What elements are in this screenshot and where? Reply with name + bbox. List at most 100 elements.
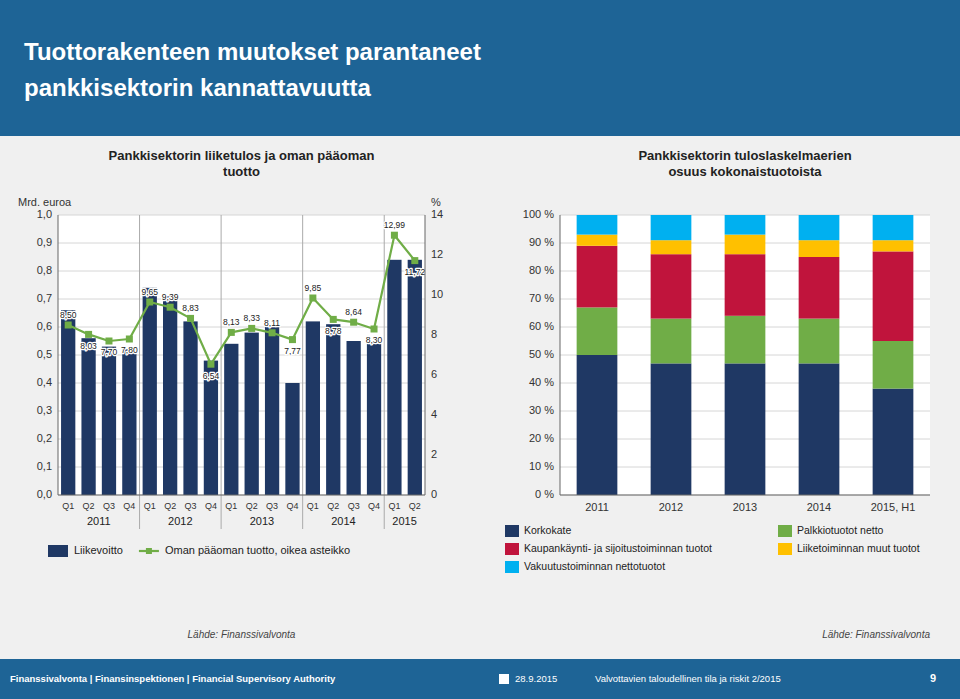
- grid-line: [58, 243, 425, 244]
- legend-swatch: [778, 543, 792, 555]
- legend-swatch: [505, 543, 519, 555]
- tick-label: 60 %: [529, 320, 554, 332]
- data-label: 8,64: [345, 307, 362, 317]
- axis-label: %: [431, 196, 441, 208]
- grid-line: [58, 299, 425, 300]
- bar-segment: [799, 363, 840, 495]
- page: Tuottorakenteen muutokset parantaneetpan…: [0, 0, 960, 699]
- data-label: 11,72: [404, 267, 425, 277]
- tick-label: 6: [431, 368, 437, 380]
- source: Lähde: Finanssivalvonta: [188, 629, 296, 640]
- bar-segment: [577, 215, 618, 235]
- group-label: 2013: [250, 515, 274, 527]
- bar-segment: [873, 389, 914, 495]
- tick-label: 0,5: [37, 348, 52, 360]
- footer-square: [499, 674, 509, 684]
- bar-segment: [799, 240, 840, 257]
- data-labels: 8,508,037,707,809,659,398,836,548,138,33…: [60, 220, 425, 380]
- tick-label: Q1: [144, 501, 156, 511]
- legend-label: Liiketoiminnan muut tuotot: [797, 542, 920, 554]
- bar: [224, 344, 238, 495]
- marker: [330, 316, 337, 323]
- header-band: [0, 0, 960, 136]
- legend-label: Palkkiotuotot netto: [797, 524, 884, 536]
- text-line: pankkisektorin kannattavuutta: [24, 74, 371, 101]
- data-label: 8,50: [60, 310, 77, 320]
- marker: [187, 315, 194, 322]
- data-label: 8,30: [366, 335, 383, 345]
- marker: [269, 329, 276, 336]
- tick-label: 0,0: [37, 488, 52, 500]
- legend-label: Korkokate: [524, 524, 571, 536]
- tick-label: Q2: [409, 501, 421, 511]
- line: [68, 235, 415, 364]
- grid-line: [58, 215, 425, 216]
- group-separator: [384, 215, 385, 529]
- tick-label: Q1: [225, 501, 237, 511]
- tick-label: Q3: [266, 501, 278, 511]
- grid-line: [58, 271, 425, 272]
- tick-label: 10 %: [529, 460, 554, 472]
- legend-label: Oman pääoman tuotto, oikea asteikko: [165, 544, 350, 556]
- marker: [126, 336, 133, 343]
- tick-label: Q3: [185, 501, 197, 511]
- group-label: 2011: [87, 515, 111, 527]
- bar: [265, 327, 279, 495]
- marker: [207, 361, 214, 368]
- data-label: 7,80: [121, 345, 138, 355]
- bar-segment: [725, 254, 766, 316]
- footer-text: Valvottavien taloudellinen tila ja riski…: [595, 673, 781, 684]
- bar: [245, 333, 259, 495]
- bar: [367, 344, 381, 495]
- tick-label: 10: [431, 288, 443, 300]
- marker: [85, 331, 92, 338]
- plot-marks: [61, 232, 422, 495]
- tick-label: 12: [431, 248, 443, 260]
- tick-label: 0: [431, 488, 437, 500]
- tick-label: Q4: [205, 501, 217, 511]
- tick-label: 0,4: [37, 376, 52, 388]
- data-label: 8,78: [325, 326, 342, 336]
- text-line: Pankkisektorin tuloslaskelmaerien: [638, 148, 851, 163]
- marker: [371, 326, 378, 333]
- tick-label: Q2: [327, 501, 339, 511]
- plot-marks: [577, 215, 914, 495]
- tick-label: 30 %: [529, 404, 554, 416]
- tick-label: 0,1: [37, 460, 52, 472]
- y-axis: [58, 215, 59, 495]
- data-label: 12,99: [384, 220, 406, 230]
- marker: [350, 319, 357, 326]
- tick-label: 2: [431, 448, 437, 460]
- text-line: tuotto: [223, 164, 260, 179]
- legend-swatch: [48, 545, 68, 557]
- bar: [102, 347, 116, 495]
- data-label: 9,39: [162, 292, 179, 302]
- bar-segment: [577, 235, 618, 246]
- tick-label: 2012: [659, 501, 683, 513]
- data-label: 8,33: [243, 313, 260, 323]
- bar-segment: [577, 246, 618, 308]
- y-axis: [560, 215, 561, 495]
- data-label: 7,77: [284, 346, 301, 356]
- bar-segment: [577, 307, 618, 355]
- legend-swatch: [778, 525, 792, 537]
- tick-label: 50 %: [529, 348, 554, 360]
- tick-label: Q1: [62, 501, 74, 511]
- tick-label: 0 %: [535, 488, 554, 500]
- footer-text: 28.9.2015: [515, 673, 557, 684]
- marker: [65, 322, 72, 329]
- bar: [326, 324, 340, 495]
- tick-label: Q2: [83, 501, 95, 511]
- bar-segment: [873, 215, 914, 240]
- x-axis: [58, 495, 425, 496]
- tick-label: Q3: [103, 501, 115, 511]
- bar: [285, 383, 299, 495]
- footer-band: [0, 659, 960, 699]
- bar-segment: [725, 235, 766, 255]
- bar: [163, 296, 177, 495]
- marker: [248, 325, 255, 332]
- bar: [387, 260, 401, 495]
- bar: [347, 341, 361, 495]
- group-label: 2014: [331, 515, 355, 527]
- marker: [146, 299, 153, 306]
